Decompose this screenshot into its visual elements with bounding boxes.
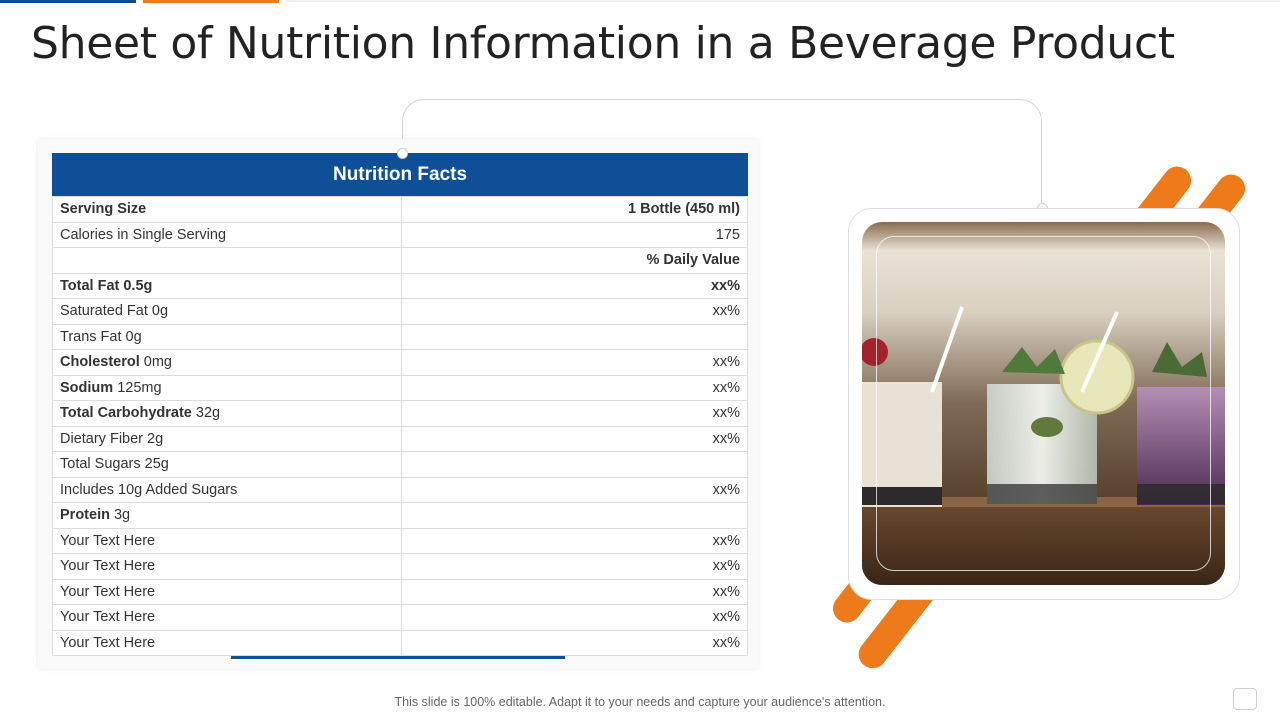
table-row: Protein 3g <box>52 502 748 529</box>
table-row: Calories in Single Serving 175 <box>52 221 748 248</box>
footer-note: This slide is 100% editable. Adapt it to… <box>394 695 886 709</box>
table-row: Your Text Here xx% <box>52 578 748 605</box>
row-label: Your Text Here <box>60 634 156 651</box>
row-label-bold: Total Carbohydrate <box>60 405 192 422</box>
nutrition-table: Serving Size 1 Bottle (450 ml) Calories in… <box>52 196 748 656</box>
row-label-cell: Trans Fat 0g <box>52 323 402 350</box>
row-label-cell: Total Sugars 25g <box>52 451 402 478</box>
table-row: Your Text Here xx% <box>52 604 748 631</box>
row-label: Trans Fat 0g <box>60 328 142 345</box>
row-value-cell <box>401 451 748 478</box>
top-accent-bar-orange <box>143 0 279 3</box>
row-label-cell: Includes 10g Added Sugars <box>52 476 402 503</box>
row-label-cell: Your Text Here <box>52 553 402 580</box>
row-label-cell: Your Text Here <box>52 527 402 554</box>
row-label-cell: Saturated Fat 0g <box>52 298 402 325</box>
row-label: Includes 10g Added Sugars <box>60 481 238 498</box>
row-label: 32g <box>191 405 221 422</box>
table-row: Your Text Here xx% <box>52 629 748 656</box>
table-row: Cholesterol 0mg xx% <box>52 349 748 376</box>
row-label-cell <box>52 247 402 274</box>
row-value-cell: xx% <box>401 578 748 605</box>
row-value-cell: % Daily Value <box>401 247 748 274</box>
table-row: % Daily Value <box>52 247 748 274</box>
row-value-cell: xx% <box>401 400 748 427</box>
slide-title: Sheet of Nutrition Information in a Beve… <box>31 18 1175 69</box>
row-label-cell: Protein 3g <box>52 502 402 529</box>
row-label: Your Text Here <box>60 532 156 549</box>
row-value-cell: xx% <box>401 604 748 631</box>
row-label-bold: Total Fat 0.5g <box>60 277 153 294</box>
corner-box <box>1233 688 1257 710</box>
row-label-cell: Sodium 125mg <box>52 374 402 401</box>
row-label-bold: Cholesterol <box>60 354 140 371</box>
table-row: Sodium 125mg xx% <box>52 374 748 401</box>
table-row: Total Sugars 25g <box>52 451 748 478</box>
nutrition-facts-header: Nutrition Facts <box>52 153 748 196</box>
row-label-cell: Calories in Single Serving <box>52 221 402 248</box>
row-value-cell: 1 Bottle (450 ml) <box>401 196 748 223</box>
table-row: Serving Size 1 Bottle (450 ml) <box>52 196 748 223</box>
row-label-cell: Total Fat 0.5g <box>52 272 402 299</box>
row-value-cell: xx% <box>401 553 748 580</box>
top-accent-bar-grey <box>286 0 1280 2</box>
row-value-cell: xx% <box>401 298 748 325</box>
row-label: Your Text Here <box>60 609 156 626</box>
row-value-cell: xx% <box>401 527 748 554</box>
table-row: Saturated Fat 0g xx% <box>52 298 748 325</box>
row-value-cell: xx% <box>401 272 748 299</box>
row-value-cell: 175 <box>401 221 748 248</box>
row-label-cell: Your Text Here <box>52 578 402 605</box>
table-underline-bar <box>231 656 565 659</box>
row-label: Dietary Fiber 2g <box>60 430 164 447</box>
row-label-cell: Your Text Here <box>52 604 402 631</box>
row-label: Total Sugars 25g <box>60 456 169 473</box>
table-row: Includes 10g Added Sugars xx% <box>52 476 748 503</box>
row-label: Your Text Here <box>60 583 156 600</box>
row-value-cell <box>401 323 748 350</box>
row-label: Saturated Fat 0g <box>60 303 169 320</box>
row-label: Calories in Single Serving <box>60 226 227 243</box>
nutrition-table-container: Nutrition Facts Serving Size 1 Bottle (45… <box>52 153 748 656</box>
row-value-cell: xx% <box>401 629 748 656</box>
row-label-cell: Total Carbohydrate 32g <box>52 400 402 427</box>
row-label: 0mg <box>139 354 173 371</box>
row-label-bold: Sodium <box>60 379 114 396</box>
row-value-cell <box>401 502 748 529</box>
row-value-cell: xx% <box>401 374 748 401</box>
connector-dot-left <box>397 148 408 159</box>
photo-inner-border <box>876 236 1211 571</box>
row-value-cell: xx% <box>401 425 748 452</box>
row-label-bold: Protein <box>60 507 110 524</box>
table-row: Total Carbohydrate 32g xx% <box>52 400 748 427</box>
table-row: Trans Fat 0g <box>52 323 748 350</box>
table-row: Dietary Fiber 2g xx% <box>52 425 748 452</box>
row-label: 3g <box>109 507 131 524</box>
top-accent-bar-blue <box>0 0 136 3</box>
row-label: Your Text Here <box>60 558 156 575</box>
row-value-cell: xx% <box>401 349 748 376</box>
row-label: 125mg <box>113 379 162 396</box>
row-label-bold: Serving Size <box>60 201 147 218</box>
table-row: Total Fat 0.5g xx% <box>52 272 748 299</box>
row-value-cell: xx% <box>401 476 748 503</box>
row-label-cell: Your Text Here <box>52 629 402 656</box>
table-row: Your Text Here xx% <box>52 527 748 554</box>
row-label-cell: Dietary Fiber 2g <box>52 425 402 452</box>
table-row: Your Text Here xx% <box>52 553 748 580</box>
row-label-cell: Cholesterol 0mg <box>52 349 402 376</box>
row-label-cell: Serving Size <box>52 196 402 223</box>
